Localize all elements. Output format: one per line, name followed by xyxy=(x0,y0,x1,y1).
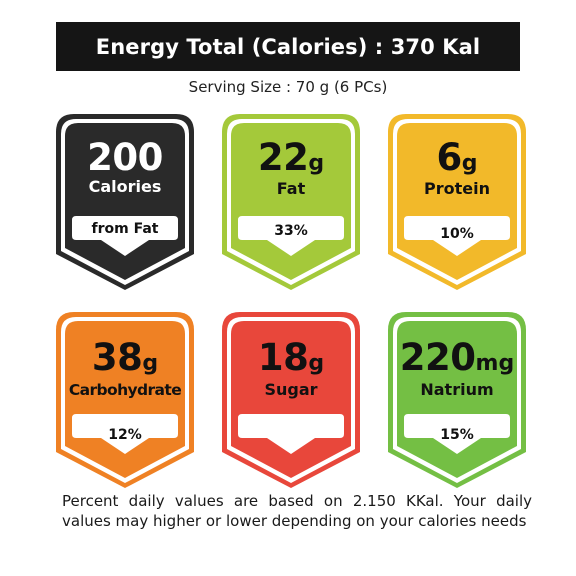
daily-values-footnote: Percent daily values are based on 2.150 … xyxy=(62,492,532,530)
fat-badge: 22g Fat 33% xyxy=(220,112,362,292)
badge-value: 6g xyxy=(436,136,478,179)
protein-badge: 6g Protein 10% xyxy=(386,112,528,292)
badge-percent: 33% xyxy=(274,223,308,239)
badge-shield-shape xyxy=(56,312,194,488)
badge-value: 18g xyxy=(257,336,325,379)
energy-total-title: Energy Total (Calories) : 370 Kal xyxy=(56,22,520,71)
badge-shield-shape xyxy=(222,312,360,488)
badge-value: 38g xyxy=(91,336,159,379)
badge-label: Fat xyxy=(276,179,306,198)
badge-value: 200 xyxy=(87,136,163,179)
badge-label: Natrium xyxy=(420,380,494,399)
badge-percent: 10% xyxy=(440,226,474,242)
serving-size: Serving Size : 70 g (6 PCs) xyxy=(188,78,388,96)
natrium-badge: 220mg Natrium 15% xyxy=(386,310,528,490)
badge-percent: 12% xyxy=(108,427,142,443)
badge-value: 22g xyxy=(257,136,325,179)
badge-label: Carbohydrate xyxy=(68,381,182,399)
badge-shield-shape xyxy=(222,114,360,290)
badge-shield-shape xyxy=(388,114,526,290)
calories-badge: 200 Calories from Fat xyxy=(54,112,196,292)
badge-percent: 15% xyxy=(440,427,474,443)
sugar-badge: 18g Sugar xyxy=(220,310,362,490)
badge-percent: from Fat xyxy=(91,221,159,237)
badge-value: 220mg xyxy=(399,336,515,379)
carbohydrate-badge: 38g Carbohydrate 12% xyxy=(54,310,196,490)
badge-label: Sugar xyxy=(264,380,318,399)
badge-label: Protein xyxy=(424,179,490,198)
badge-shield-shape xyxy=(388,312,526,488)
badge-shield-shape xyxy=(56,114,194,290)
badge-label: Calories xyxy=(88,177,162,196)
